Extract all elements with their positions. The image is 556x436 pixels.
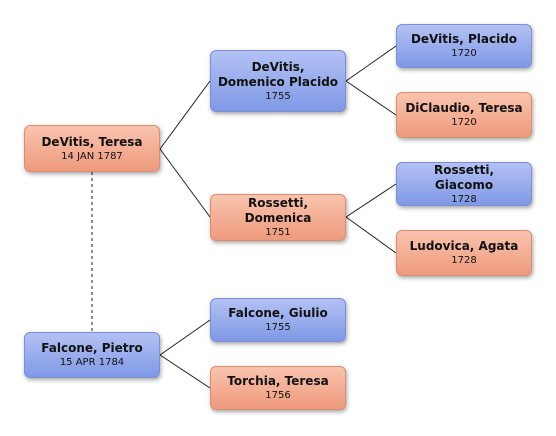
person-box[interactable]: Rossetti, Domenica 1751 bbox=[210, 194, 346, 241]
person-name: Rossetti, Giacomo bbox=[433, 162, 495, 192]
link bbox=[345, 45, 397, 82]
link bbox=[345, 216, 397, 254]
person-name: DiClaudio, Teresa bbox=[405, 101, 523, 115]
link bbox=[159, 80, 211, 150]
link bbox=[345, 80, 397, 116]
person-date: 1756 bbox=[265, 390, 291, 401]
person-box[interactable]: Falcone, Pietro 15 APR 1784 bbox=[24, 332, 160, 378]
person-name: DeVitis, Teresa bbox=[41, 134, 143, 149]
person-box[interactable]: Falcone, Giulio 1755 bbox=[210, 298, 346, 342]
person-box[interactable]: DeVitis, Placido 1720 bbox=[396, 24, 532, 68]
link bbox=[159, 148, 211, 218]
person-date: 1755 bbox=[265, 322, 291, 333]
person-date: 1751 bbox=[265, 227, 291, 238]
person-name: DeVitis, Domenico Placido bbox=[217, 59, 339, 89]
person-name: Torchia, Teresa bbox=[227, 374, 329, 388]
person-box[interactable]: DiClaudio, Teresa 1720 bbox=[396, 92, 532, 138]
person-box[interactable]: Ludovica, Agata 1728 bbox=[396, 230, 532, 276]
person-date: 1720 bbox=[451, 117, 477, 128]
person-name: Falcone, Giulio bbox=[228, 306, 328, 320]
link bbox=[345, 183, 397, 218]
person-box[interactable]: Rossetti, Giacomo 1728 bbox=[396, 162, 532, 206]
person-date: 1728 bbox=[451, 255, 477, 266]
person-date: 1755 bbox=[265, 90, 291, 102]
person-box[interactable]: Torchia, Teresa 1756 bbox=[210, 366, 346, 410]
person-box[interactable]: DeVitis, Domenico Placido 1755 bbox=[210, 50, 346, 112]
link bbox=[159, 319, 211, 356]
person-date: 15 APR 1784 bbox=[59, 357, 125, 368]
person-box[interactable]: DeVitis, Teresa 14 JAN 1787 bbox=[24, 125, 160, 172]
link bbox=[159, 354, 211, 389]
person-date: 1720 bbox=[451, 48, 477, 59]
person-name: Ludovica, Agata bbox=[409, 239, 519, 253]
person-name: Rossetti, Domenica bbox=[244, 196, 312, 225]
person-date: 14 JAN 1787 bbox=[61, 150, 123, 162]
person-name: DeVitis, Placido bbox=[410, 32, 518, 46]
person-date: 1728 bbox=[451, 193, 477, 205]
person-name: Falcone, Pietro bbox=[41, 341, 143, 355]
